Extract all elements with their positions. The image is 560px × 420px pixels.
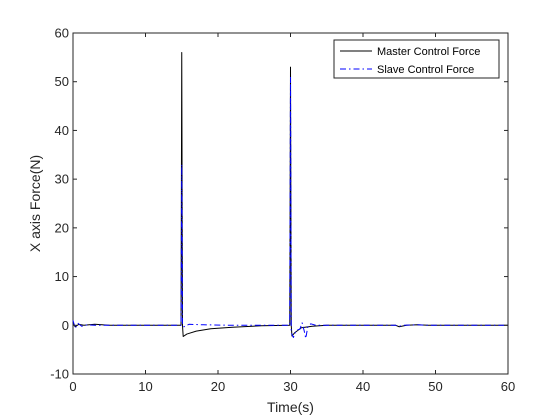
y-axis-label: X axis Force(N) bbox=[27, 155, 43, 252]
legend-label-slave: Slave Control Force bbox=[377, 64, 474, 76]
series-line-slave-control-force bbox=[72, 76, 508, 339]
y-tick-label: 10 bbox=[55, 269, 69, 284]
y-tick-label: 50 bbox=[55, 74, 69, 89]
y-tick-label: 40 bbox=[55, 123, 69, 138]
series-layer bbox=[72, 51, 508, 339]
x-tick-label: 30 bbox=[283, 379, 297, 394]
y-tick-label: 0 bbox=[62, 318, 69, 333]
y-tick-label: -10 bbox=[50, 367, 69, 382]
x-tick-label: 60 bbox=[501, 379, 515, 394]
x-tick-label: 50 bbox=[428, 379, 442, 394]
legend-box bbox=[333, 39, 500, 79]
y-tick-label: 30 bbox=[55, 172, 69, 187]
x-tick-label: 20 bbox=[211, 379, 225, 394]
x-tick-label: 0 bbox=[69, 379, 76, 394]
y-tick-label: 20 bbox=[55, 220, 69, 235]
x-tick-label: 10 bbox=[138, 379, 152, 394]
legend: Master Control Force Slave Control Force bbox=[333, 39, 500, 79]
x-tick-label: 40 bbox=[356, 379, 370, 394]
x-axis-label: Time(s) bbox=[267, 399, 314, 415]
y-tick-label: 60 bbox=[55, 26, 69, 41]
legend-label-master: Master Control Force bbox=[377, 46, 480, 58]
